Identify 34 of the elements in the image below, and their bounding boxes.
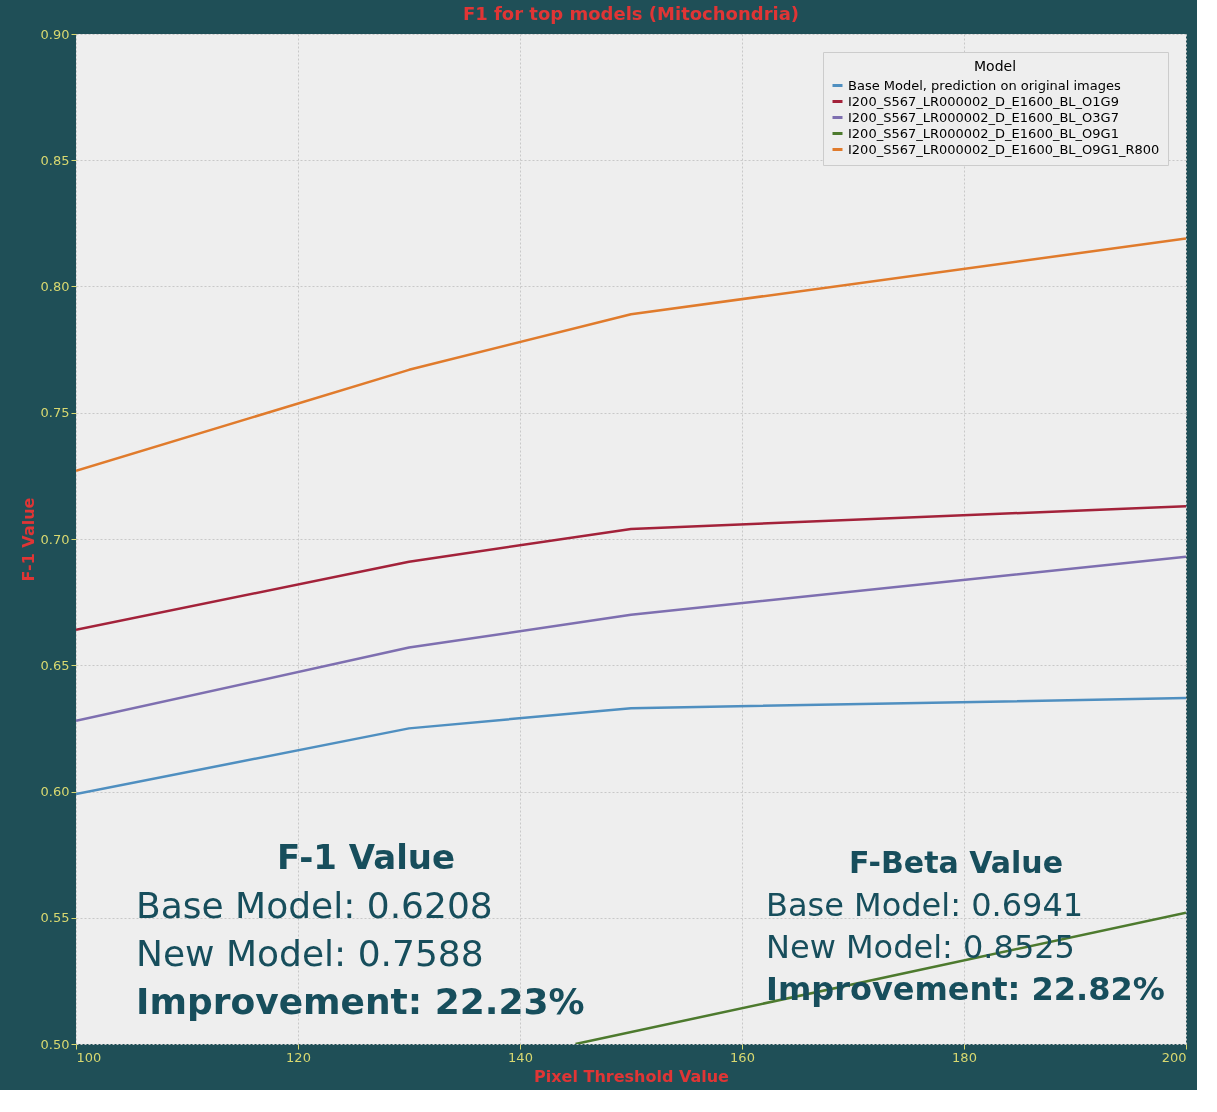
line-series [76, 504, 1186, 632]
x-axis-title: Pixel Threshold Value [534, 1066, 730, 1086]
legend-label: I200_S567_LR000002_D_E1600_BL_O9G1_R800 [848, 141, 1160, 157]
line-series [76, 237, 1186, 473]
y-tick-label: 0.90 [40, 26, 70, 42]
x-tick-label: 160 [730, 1049, 755, 1065]
annotation: F-1 Value [276, 837, 456, 877]
legend-label: I200_S567_LR000002_D_E1600_BL_O9G1 [848, 125, 1119, 141]
y-tick-label: 0.55 [40, 910, 70, 926]
legend-label: I200_S567_LR000002_D_E1600_BL_O1G9 [848, 93, 1119, 109]
y-tick-label: 0.85 [40, 152, 70, 168]
y-tick-label: 0.65 [40, 657, 70, 673]
annotation: New Model: 0.7588 [136, 933, 484, 974]
chart-title: F1 for top models (Mitochondria) [462, 3, 800, 24]
x-tick-label: 180 [952, 1049, 977, 1065]
y-tick-label: 0.70 [40, 531, 70, 547]
line-series [76, 555, 1186, 723]
line-series [76, 696, 1186, 796]
x-tick-label: 140 [508, 1049, 533, 1065]
x-tick-label: 120 [286, 1049, 311, 1065]
y-tick-label: 0.50 [40, 1036, 70, 1052]
legend-title: Model [973, 58, 1017, 74]
annotation: F-Beta Value [848, 845, 1064, 880]
y-tick-label: 0.60 [40, 784, 70, 799]
x-tick-label: 200 [1161, 1049, 1187, 1065]
x-tick-label: 100 [76, 1049, 102, 1065]
annotation: Base Model: 0.6208 [136, 885, 493, 926]
y-axis-title: F-1 Value [18, 497, 38, 582]
legend-label: Base Model, prediction on original images [848, 77, 1121, 93]
legend-label: I200_S567_LR000002_D_E1600_BL_O3G7 [848, 109, 1119, 125]
y-tick-label: 0.80 [40, 279, 70, 294]
annotation: Improvement: 22.23% [136, 981, 585, 1022]
y-tick-label: 0.75 [40, 405, 70, 421]
annotation: Base Model: 0.6941 [766, 886, 1084, 924]
